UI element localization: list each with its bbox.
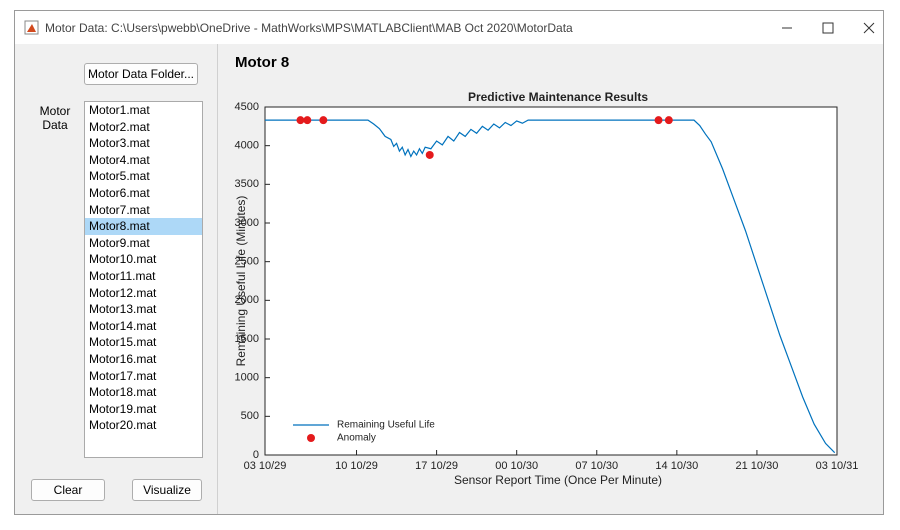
- y-tick-label: 3000: [235, 217, 259, 229]
- x-tick-label: 03 10/29: [244, 460, 287, 472]
- file-item[interactable]: Motor6.mat: [89, 185, 150, 200]
- file-item[interactable]: Motor3.mat: [89, 136, 150, 151]
- anomaly-point: [654, 116, 663, 125]
- file-item[interactable]: Motor13.mat: [89, 302, 157, 317]
- file-item[interactable]: Motor9.mat: [89, 235, 150, 250]
- list-label: Motor Data: [39, 104, 71, 132]
- x-tick-label: 03 10/31: [816, 460, 859, 472]
- clear-button[interactable]: Clear: [31, 479, 105, 501]
- file-item[interactable]: Motor20.mat: [89, 418, 157, 433]
- file-item[interactable]: Motor1.mat: [89, 103, 150, 117]
- legend-label: Anomaly: [337, 433, 376, 444]
- legend-box: [285, 417, 435, 447]
- window-controls[interactable]: [770, 11, 880, 44]
- file-item[interactable]: Motor4.mat: [89, 152, 150, 167]
- app-icon: [24, 20, 39, 35]
- file-item[interactable]: Motor14.mat: [89, 318, 157, 333]
- y-tick-label: 0: [253, 449, 259, 461]
- chart-title: Predictive Maintenance Results: [468, 90, 648, 104]
- rul-line: [265, 119, 836, 454]
- x-tick-label: 07 10/30: [575, 460, 618, 472]
- file-item[interactable]: Motor18.mat: [89, 385, 157, 400]
- y-tick-label: 1000: [235, 372, 259, 384]
- x-axis-label: Sensor Report Time (Once Per Minute): [454, 473, 662, 487]
- panel-title: Motor 8: [235, 54, 290, 71]
- anomaly-point: [425, 150, 434, 159]
- x-tick-label: 17 10/29: [415, 460, 458, 472]
- file-item[interactable]: Motor5.mat: [89, 169, 150, 184]
- folder-button[interactable]: Motor Data Folder...: [84, 63, 198, 85]
- sidebar: Motor Data Folder... Motor Data Motor1.m…: [15, 44, 218, 514]
- y-tick-label: 4000: [235, 140, 259, 152]
- y-tick-label: 2500: [235, 256, 259, 268]
- file-item[interactable]: Motor8.mat: [85, 218, 202, 235]
- x-tick-label: 14 10/30: [655, 460, 698, 472]
- y-tick-label: 2000: [235, 294, 259, 306]
- legend-label: Remaining Useful Life: [337, 420, 435, 431]
- window-title: Motor Data: C:\Users\pwebb\OneDrive - Ma…: [45, 21, 573, 35]
- file-item[interactable]: Motor10.mat: [89, 252, 157, 267]
- file-item[interactable]: Motor16.mat: [89, 351, 157, 366]
- anomaly-point: [664, 116, 673, 125]
- y-tick-label: 4500: [235, 101, 259, 113]
- visualize-button[interactable]: Visualize: [132, 479, 202, 501]
- file-item[interactable]: Motor12.mat: [89, 285, 157, 300]
- x-tick-label: 00 10/30: [495, 460, 538, 472]
- y-axis-label: Remaining Useful Life (Minutes): [234, 196, 248, 367]
- y-tick-label: 500: [241, 410, 259, 422]
- x-tick-label: 10 10/29: [335, 460, 378, 472]
- file-item[interactable]: Motor2.mat: [89, 119, 150, 134]
- file-item[interactable]: Motor15.mat: [89, 335, 157, 350]
- x-tick-label: 21 10/30: [736, 460, 779, 472]
- y-tick-label: 1500: [235, 333, 259, 345]
- y-tick-label: 3500: [235, 178, 259, 190]
- anomaly-point: [319, 116, 328, 125]
- file-item[interactable]: Motor19.mat: [89, 401, 157, 416]
- file-item[interactable]: Motor11.mat: [89, 268, 156, 283]
- anomaly-point: [303, 116, 312, 125]
- plot-area: [264, 106, 838, 456]
- title-bar: Motor Data: C:\Users\pwebb\OneDrive - Ma…: [15, 11, 883, 44]
- file-list[interactable]: Motor1.mat Motor2.mat Motor3.mat Motor4.mat…: [84, 101, 203, 458]
- legend-marker: [307, 434, 315, 442]
- file-item[interactable]: Motor17.mat: [89, 368, 157, 383]
- anomaly-point: [296, 116, 305, 125]
- file-item[interactable]: Motor7.mat: [89, 202, 150, 217]
